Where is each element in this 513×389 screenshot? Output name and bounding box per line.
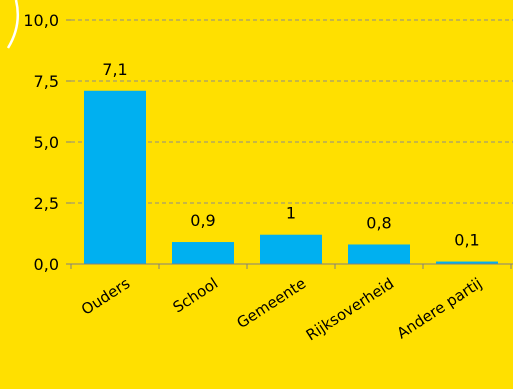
y-tick-label: 2,5 [34, 194, 59, 213]
bar-andere-partij [436, 261, 498, 264]
data-label: 0,1 [454, 231, 479, 250]
x-tick-label: School [170, 274, 222, 316]
x-tick-label: Rijksoverheid [303, 274, 397, 344]
data-label: 0,8 [366, 213, 391, 232]
y-tick-label: 10,0 [23, 11, 59, 30]
data-label: 1 [286, 204, 296, 223]
y-tick-label: 7,5 [34, 72, 59, 91]
bar-ouders [84, 90, 146, 264]
data-label: 7,1 [102, 60, 127, 79]
bar-gemeente [260, 234, 322, 264]
bar-school [172, 242, 234, 264]
x-tick-label: Ouders [78, 274, 133, 319]
decorative-white-arc [6, 0, 19, 49]
data-label: 0,9 [190, 211, 215, 230]
y-tick-label: 5,0 [34, 133, 59, 152]
x-tick-label: Gemeente [234, 274, 310, 332]
x-tick-label: Andere partij [394, 274, 486, 342]
data-labels: 7,1 0,9 1 0,8 0,1 [102, 60, 479, 250]
bar-rijksoverheid [348, 244, 410, 264]
bars [84, 90, 498, 264]
y-tick-label: 0,0 [34, 255, 59, 274]
